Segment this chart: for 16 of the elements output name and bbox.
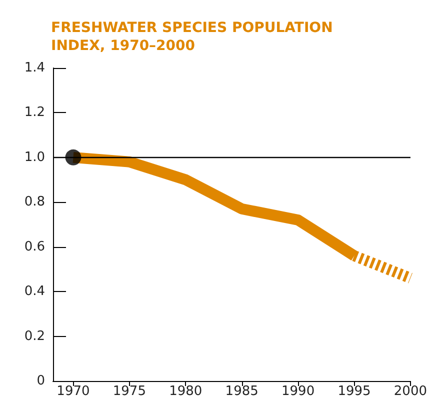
y-tick-label: 0.2 bbox=[24, 328, 45, 344]
y-tick-label: 0.8 bbox=[24, 194, 45, 210]
x-tick-label: 1990 bbox=[282, 384, 315, 399]
chart-title: FRESHWATER SPECIES POPULATION INDEX, 1970–2000 bbox=[51, 20, 338, 54]
y-tick-label: 0.6 bbox=[24, 239, 45, 254]
y-tick-label: 1.2 bbox=[24, 105, 45, 120]
y-tick-label: 0 bbox=[36, 374, 45, 388]
x-tick-label: 2000 bbox=[394, 384, 428, 399]
x-tick-label: 1985 bbox=[225, 384, 258, 399]
y-tick-label: 1.4 bbox=[24, 60, 45, 76]
x-tick-label: 1975 bbox=[112, 384, 146, 399]
x-tick-label: 1970 bbox=[56, 384, 90, 399]
x-tick-label: 1980 bbox=[169, 384, 202, 399]
y-tick-label: 1.0 bbox=[24, 150, 45, 165]
y-tick-label: 0.4 bbox=[24, 284, 45, 300]
x-tick-label: 1995 bbox=[338, 384, 371, 399]
